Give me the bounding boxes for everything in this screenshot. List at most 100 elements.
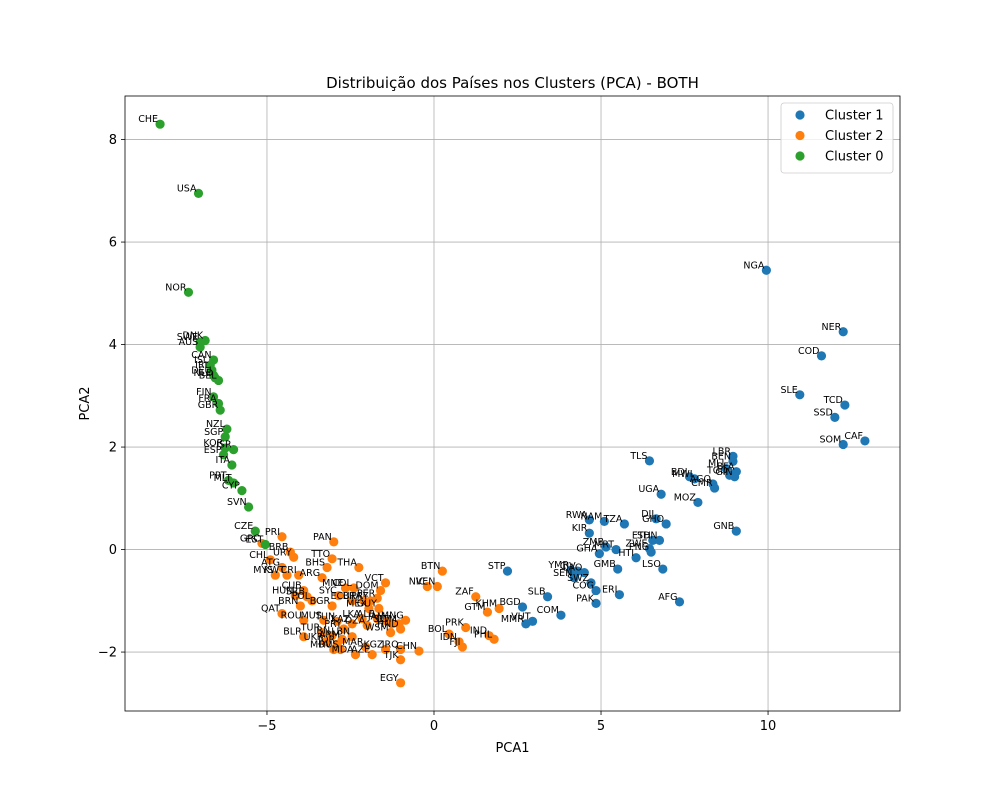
point-label-mli: MLI: [708, 459, 724, 470]
point-label-hti: HTI: [618, 548, 634, 559]
point-gnb: [731, 526, 741, 536]
point-swz: [586, 578, 596, 588]
y-tick-label: 2: [109, 441, 117, 456]
point-lka: [357, 614, 367, 624]
point-label-gtm: GTM: [376, 614, 397, 625]
point-kir: [584, 528, 594, 538]
point-syc: [334, 591, 344, 601]
chart-title: Distribuição dos Países nos Clusters (PC…: [326, 74, 699, 92]
y-tick-label: 6: [109, 236, 117, 251]
point-label-dza: DZA: [345, 615, 366, 626]
point-label-isr: ISR: [216, 440, 232, 451]
point-hnd: [395, 624, 406, 634]
x-tick-label: −5: [257, 719, 276, 734]
point-label-per: PER: [357, 588, 376, 599]
point-pry2: [339, 624, 349, 634]
point-label-mng: MNG: [381, 610, 404, 621]
point-label-cog: COG: [573, 581, 594, 592]
point-label-col: COL: [332, 578, 352, 589]
point-tha: [354, 562, 364, 573]
point-afg: [674, 597, 685, 607]
point-label-eri: ERI: [602, 585, 617, 596]
point-fji: [457, 642, 467, 652]
x-tick-label: 10: [760, 719, 777, 734]
point-ner: [838, 327, 848, 337]
point-label-vut: VUT: [511, 611, 530, 622]
point-aus: [195, 342, 205, 352]
point-label-caf: CAF: [844, 431, 863, 442]
point-label-nic: NIC: [409, 576, 426, 587]
point-blr: [299, 632, 309, 642]
legend-marker-3: [795, 151, 805, 161]
point-label-kaz: KAZ: [331, 614, 351, 625]
point-vut: [527, 616, 538, 626]
point-tto: [327, 554, 337, 564]
point-mys: [270, 570, 280, 580]
point-label-chl: CHL: [249, 550, 269, 561]
point-label-moz: MOZ: [674, 492, 697, 503]
axis-ticks: −5 0 5 10 −2 0 2 4 6 8: [98, 133, 776, 734]
point-label-ecu: ECU: [331, 591, 351, 602]
point-label-cmr: CMR: [691, 478, 713, 489]
point-label-bel: BEL: [199, 370, 218, 381]
point-label-nam: NAM: [581, 511, 603, 522]
point-eth: [648, 535, 658, 545]
point-label-wsm: WSM: [365, 623, 389, 634]
point-label-kwt: KWT: [264, 565, 285, 576]
point-label-swe: SWE: [177, 332, 198, 343]
point-label-grc: GRC: [240, 533, 260, 544]
point-usa: [193, 188, 204, 198]
point-label-bgr: BGR: [310, 596, 331, 607]
point-gtm2: [482, 607, 493, 617]
legend-marker-2: [795, 130, 805, 141]
point-tza: [619, 519, 630, 529]
point-label-ven: VEN: [416, 576, 436, 587]
point-label-srb: SRB: [286, 587, 305, 598]
point-label-deu: DEU: [191, 365, 211, 376]
point-label-mdv: MDV: [310, 640, 332, 651]
point-label-alb: ALB: [357, 609, 375, 620]
point-col: [349, 583, 359, 593]
point-ita: [227, 460, 237, 470]
y-tick-label: 0: [109, 543, 117, 558]
point-brn: [295, 601, 305, 611]
point-label-mus: MUS: [301, 610, 322, 621]
point-lso: [658, 564, 668, 574]
point-cmr: [710, 483, 720, 493]
point-label-arg: ARG: [300, 568, 320, 579]
point-rwa: [584, 515, 594, 525]
point-tur: [317, 627, 327, 638]
point-label-fin: FIN: [196, 387, 211, 398]
point-slb: [542, 592, 553, 602]
x-axis-label: PCA1: [495, 741, 529, 756]
point-label-nor: NOR: [165, 282, 187, 293]
point-som: [838, 439, 848, 450]
point-ssd: [830, 412, 840, 422]
point-pan: [329, 537, 339, 547]
point-label-pol: POL: [292, 591, 311, 602]
point-label-sgp: SGP: [204, 427, 223, 438]
point-sen: [569, 573, 579, 583]
point-zaf: [471, 592, 481, 602]
point-btn: [437, 566, 447, 576]
legend-label-2: Cluster 2: [825, 129, 884, 144]
point-label-slb: SLB: [528, 587, 546, 598]
point-sle: [795, 390, 805, 400]
point-label-esp: ESP: [204, 445, 222, 456]
y-tick-label: −2: [98, 646, 117, 661]
point-label-bfa: BFA: [717, 462, 735, 473]
point-label-bhs: BHS: [305, 558, 325, 569]
point-label-tjk: TJK: [383, 650, 400, 661]
point-gho: [661, 519, 671, 529]
point-label-dom: DOM: [356, 581, 379, 592]
point-tcd: [840, 400, 850, 410]
point-nga: [761, 265, 771, 275]
point-caf: [860, 436, 870, 446]
point-lbn: [347, 632, 357, 642]
point-eri: [614, 590, 624, 600]
point-cze: [250, 526, 260, 536]
point-bol: [444, 629, 454, 639]
point-label-jor: JOR: [317, 634, 335, 645]
point-gin: [730, 472, 740, 482]
